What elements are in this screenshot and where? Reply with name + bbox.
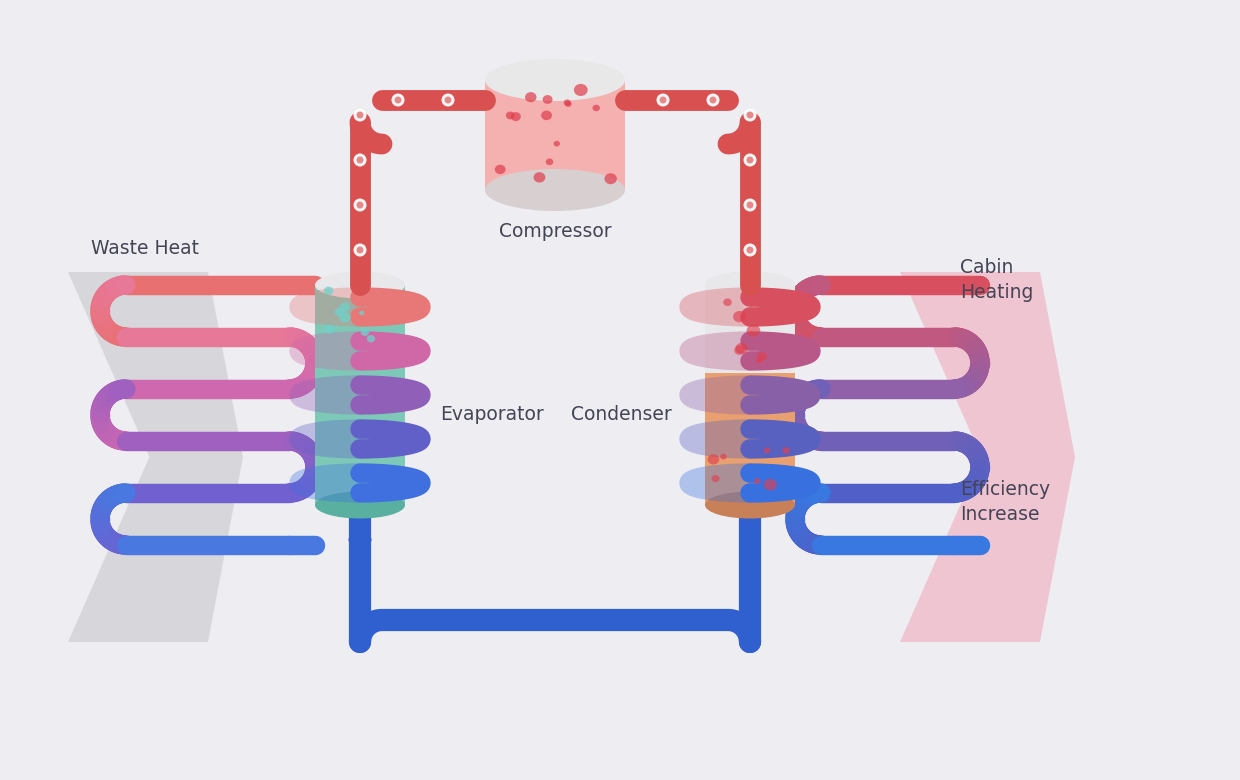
Ellipse shape [764,448,770,453]
Bar [315,285,405,505]
Ellipse shape [706,271,795,299]
Text: Compressor: Compressor [498,222,611,241]
Ellipse shape [734,346,744,355]
Ellipse shape [394,97,402,104]
Ellipse shape [553,141,560,147]
Text: Cabin
Heating: Cabin Heating [960,258,1033,302]
Ellipse shape [444,97,451,104]
Ellipse shape [543,95,553,104]
Ellipse shape [735,342,748,354]
Ellipse shape [709,97,717,104]
Ellipse shape [367,335,376,342]
Polygon shape [900,272,1075,642]
Ellipse shape [660,97,667,104]
Ellipse shape [511,112,521,121]
Ellipse shape [564,100,570,106]
Ellipse shape [565,101,572,107]
Ellipse shape [733,311,746,322]
Ellipse shape [357,112,363,119]
Text: Evaporator: Evaporator [440,406,544,424]
Polygon shape [68,272,243,642]
Ellipse shape [656,94,670,107]
Ellipse shape [340,303,350,312]
Ellipse shape [782,447,790,454]
Ellipse shape [744,108,756,122]
Ellipse shape [746,201,754,208]
Ellipse shape [315,271,405,299]
Text: Waste Heat: Waste Heat [91,239,198,258]
Ellipse shape [335,307,345,317]
Ellipse shape [324,286,334,295]
Ellipse shape [706,491,795,519]
Ellipse shape [485,169,625,211]
Ellipse shape [708,454,719,464]
Ellipse shape [353,198,367,211]
Ellipse shape [574,84,588,96]
Ellipse shape [315,491,405,519]
Ellipse shape [706,271,795,299]
Ellipse shape [746,112,754,119]
Ellipse shape [744,243,756,257]
Ellipse shape [357,157,363,164]
Bar [706,285,795,505]
Ellipse shape [756,352,768,361]
Ellipse shape [723,299,732,306]
Ellipse shape [744,198,756,211]
Text: Condenser: Condenser [572,406,672,424]
Ellipse shape [720,454,727,459]
Ellipse shape [361,328,370,336]
Ellipse shape [506,112,515,119]
Ellipse shape [546,158,553,165]
Ellipse shape [764,479,777,491]
Ellipse shape [593,105,600,112]
Ellipse shape [525,92,537,102]
Ellipse shape [353,154,367,166]
Ellipse shape [325,324,335,334]
Ellipse shape [340,313,351,322]
Ellipse shape [495,165,506,174]
Ellipse shape [357,201,363,208]
Ellipse shape [360,310,365,315]
Ellipse shape [707,94,719,107]
Ellipse shape [754,478,760,484]
Ellipse shape [533,172,546,183]
Bar [485,80,625,190]
Ellipse shape [441,94,455,107]
Ellipse shape [746,246,754,254]
Ellipse shape [604,173,616,184]
Text: Efficiency
Increase: Efficiency Increase [960,480,1050,524]
Ellipse shape [357,246,363,254]
Ellipse shape [541,111,552,120]
Ellipse shape [712,475,719,482]
Bar [706,285,795,373]
Ellipse shape [744,154,756,166]
Ellipse shape [746,324,760,337]
Ellipse shape [756,358,763,363]
Ellipse shape [353,243,367,257]
Ellipse shape [392,94,404,107]
Ellipse shape [353,108,367,122]
Ellipse shape [485,59,625,101]
Ellipse shape [746,157,754,164]
